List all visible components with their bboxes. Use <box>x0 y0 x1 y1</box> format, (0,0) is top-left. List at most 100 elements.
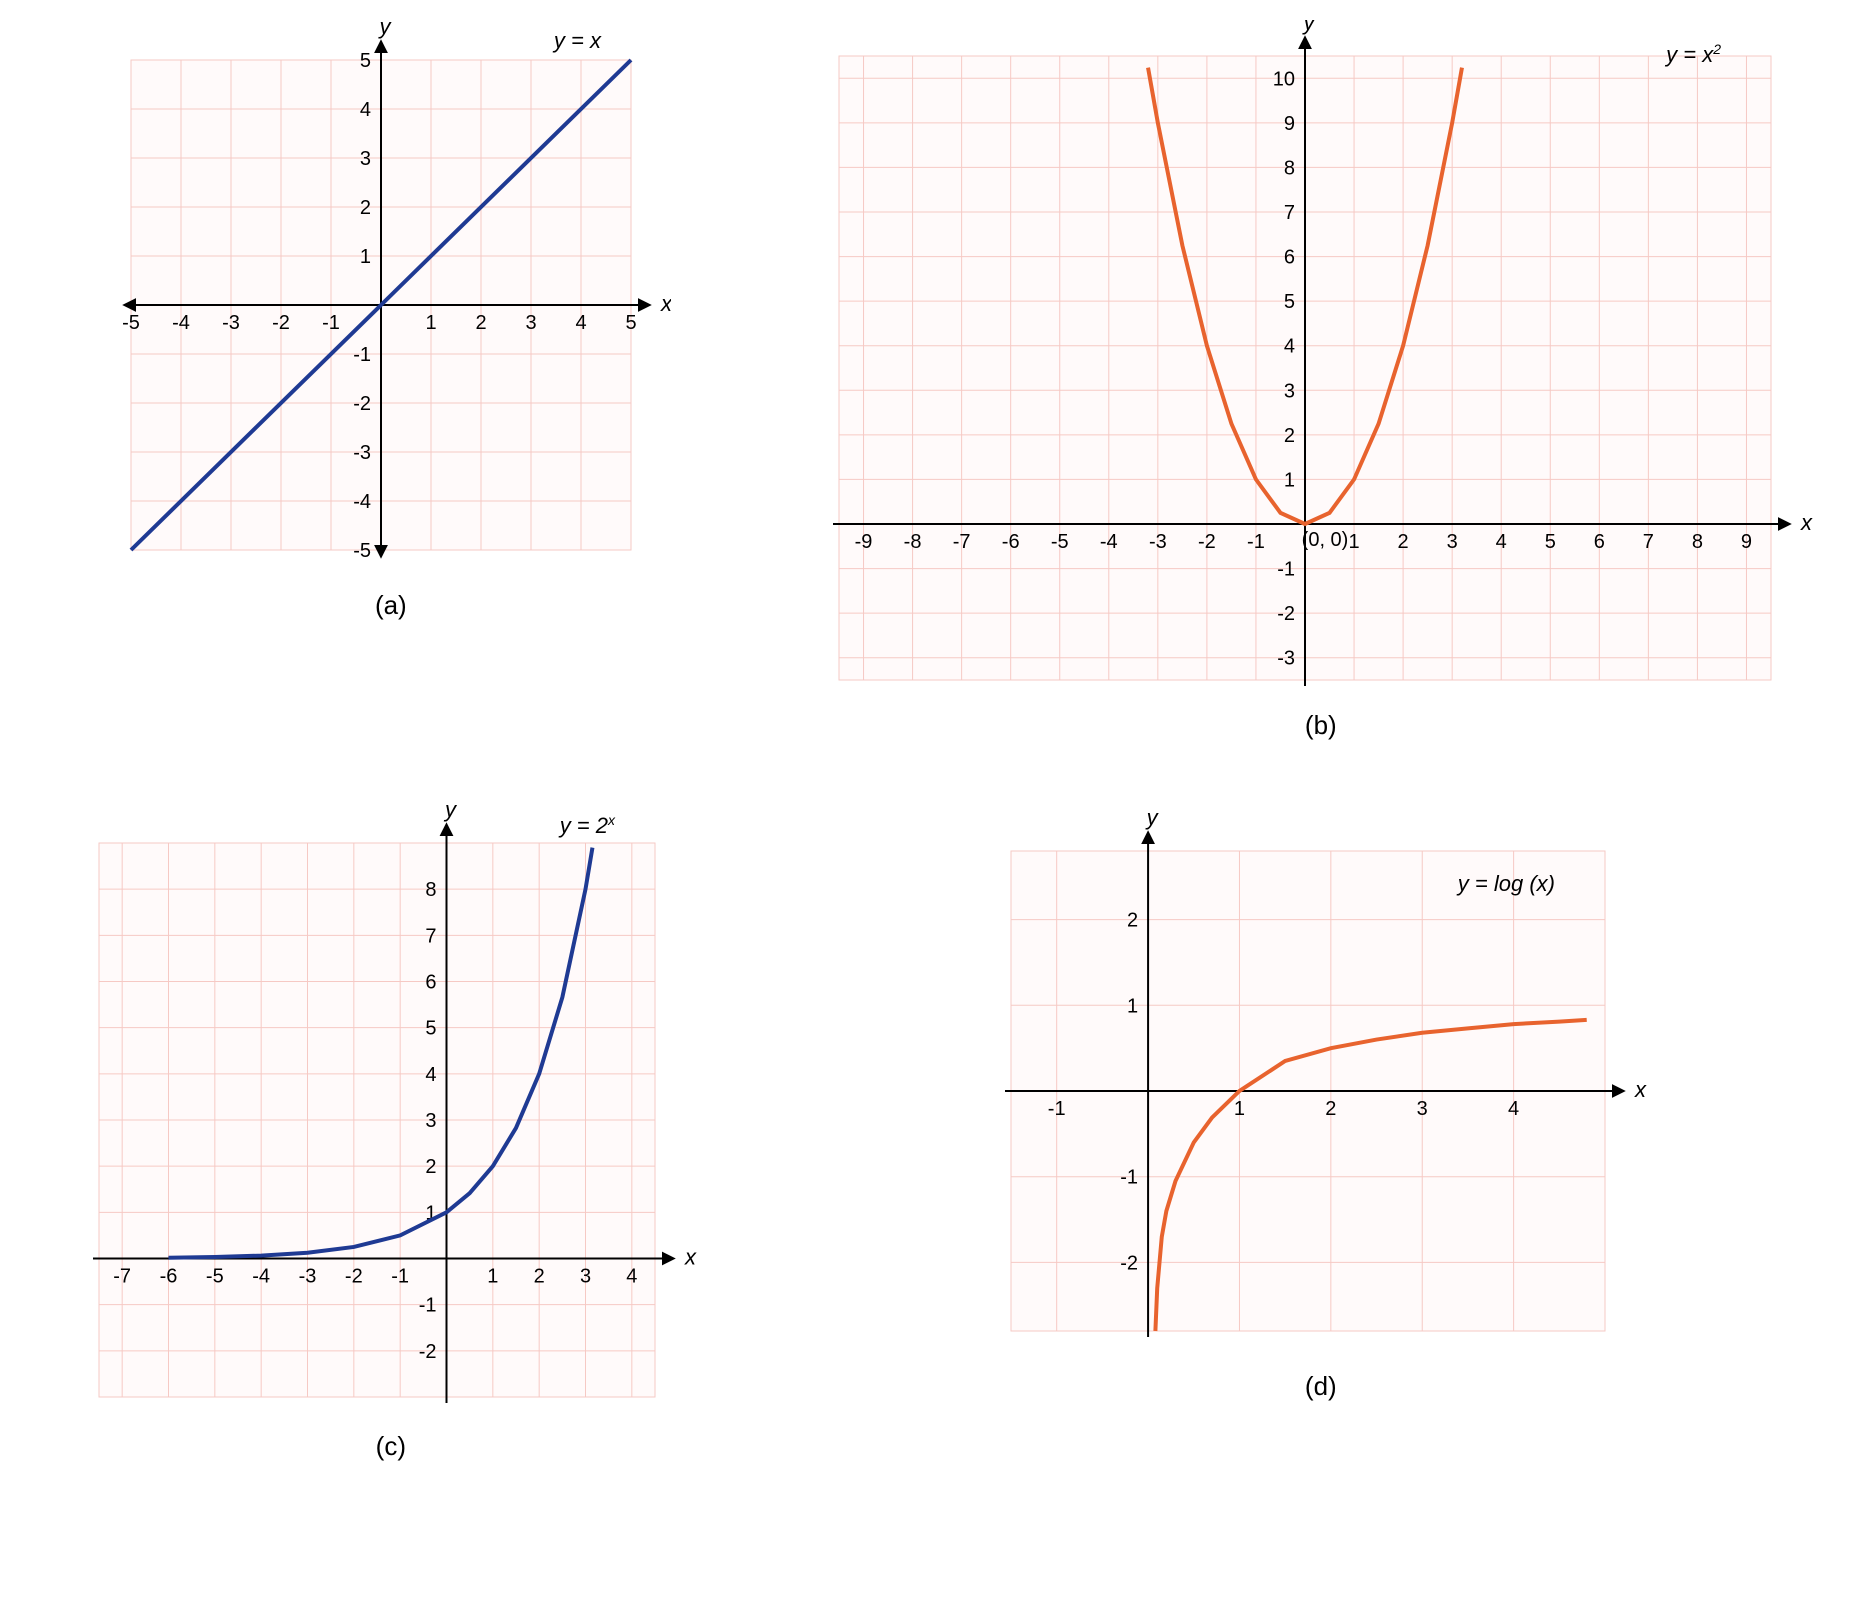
chart-b-cell: -9-8-7-6-5-4-3-2-1123456789-3-2-11234567… <box>802 20 1840 741</box>
caption-d: (d) <box>1305 1371 1337 1402</box>
svg-text:-6: -6 <box>1002 531 1020 553</box>
svg-text:7: 7 <box>1284 202 1295 224</box>
svg-text:x: x <box>1800 510 1813 535</box>
svg-text:9: 9 <box>1741 531 1752 553</box>
svg-text:1: 1 <box>1234 1098 1245 1120</box>
svg-text:4: 4 <box>1495 531 1506 553</box>
svg-text:-2: -2 <box>345 1266 363 1288</box>
svg-text:6: 6 <box>1594 531 1605 553</box>
svg-text:2: 2 <box>425 1156 436 1178</box>
svg-text:-1: -1 <box>391 1266 409 1288</box>
svg-text:y = x2: y = x2 <box>1664 41 1721 67</box>
svg-text:-3: -3 <box>353 442 371 464</box>
svg-text:5: 5 <box>425 1018 436 1040</box>
svg-text:4: 4 <box>1508 1098 1519 1120</box>
svg-text:2: 2 <box>475 312 486 334</box>
svg-text:y = 2x: y = 2x <box>558 812 616 838</box>
svg-text:4: 4 <box>1284 336 1295 358</box>
chart-c-cell: -7-6-5-4-3-2-11234-2-112345678xyy = 2x (… <box>20 801 762 1462</box>
svg-text:-2: -2 <box>272 312 290 334</box>
svg-text:-1: -1 <box>1048 1098 1066 1120</box>
svg-text:-4: -4 <box>252 1266 270 1288</box>
svg-text:3: 3 <box>580 1266 591 1288</box>
svg-text:3: 3 <box>425 1110 436 1132</box>
svg-text:5: 5 <box>360 50 371 72</box>
chart-d-cell: -11234-2-112xyy = log (x) (d) <box>802 801 1840 1462</box>
svg-text:-4: -4 <box>172 312 190 334</box>
svg-text:10: 10 <box>1273 68 1295 90</box>
svg-text:-2: -2 <box>1198 531 1216 553</box>
svg-text:x: x <box>660 291 671 316</box>
svg-text:-3: -3 <box>1149 531 1167 553</box>
svg-text:5: 5 <box>1545 531 1556 553</box>
svg-text:1: 1 <box>487 1266 498 1288</box>
svg-text:-1: -1 <box>1120 1167 1138 1189</box>
svg-text:-3: -3 <box>298 1266 316 1288</box>
svg-text:7: 7 <box>1643 531 1654 553</box>
svg-text:-5: -5 <box>122 312 140 334</box>
svg-text:-2: -2 <box>1277 603 1295 625</box>
svg-text:4: 4 <box>425 1064 436 1086</box>
svg-text:5: 5 <box>625 312 636 334</box>
svg-text:-1: -1 <box>419 1295 437 1317</box>
svg-text:-1: -1 <box>353 344 371 366</box>
chart-a-cell: -5-4-3-2-112345-5-4-3-2-112345xyy = x (a… <box>20 20 762 741</box>
svg-text:9: 9 <box>1284 113 1295 135</box>
svg-text:-9: -9 <box>854 531 872 553</box>
caption-b: (b) <box>1305 710 1337 741</box>
svg-text:1: 1 <box>425 312 436 334</box>
svg-text:3: 3 <box>1416 1098 1427 1120</box>
svg-text:3: 3 <box>1446 531 1457 553</box>
svg-text:3: 3 <box>360 148 371 170</box>
svg-text:2: 2 <box>533 1266 544 1288</box>
svg-text:5: 5 <box>1284 291 1295 313</box>
svg-text:y: y <box>1144 805 1159 830</box>
svg-text:-8: -8 <box>903 531 921 553</box>
svg-text:2: 2 <box>1325 1098 1336 1120</box>
svg-text:3: 3 <box>1284 380 1295 402</box>
svg-text:y: y <box>1301 20 1316 35</box>
svg-text:-4: -4 <box>1100 531 1118 553</box>
svg-text:y = log (x): y = log (x) <box>1456 871 1555 896</box>
svg-text:2: 2 <box>1397 531 1408 553</box>
svg-text:-3: -3 <box>222 312 240 334</box>
caption-a: (a) <box>375 590 407 621</box>
svg-text:-2: -2 <box>353 393 371 415</box>
svg-text:(0, 0): (0, 0) <box>1301 529 1348 551</box>
figure-grid: -5 -4 -3 -2 -1 1 2 3 4 5 -5 -4 -3 -2 -1 1 2 3 4 5 x y y = x (a… <box>20 20 1840 1462</box>
chart-c: -7-6-5-4-3-2-11234-2-112345678xyy = 2x <box>81 801 701 1421</box>
svg-text:8: 8 <box>1692 531 1703 553</box>
svg-text:1: 1 <box>360 246 371 268</box>
chart-a: -5-4-3-2-112345-5-4-3-2-112345xyy = x <box>111 20 671 580</box>
svg-text:x: x <box>684 1245 697 1270</box>
svg-text:-7: -7 <box>113 1266 131 1288</box>
svg-text:y = x: y = x <box>552 28 602 53</box>
svg-text:2: 2 <box>360 197 371 219</box>
svg-text:-4: -4 <box>353 491 371 513</box>
svg-text:-6: -6 <box>159 1266 177 1288</box>
svg-text:-1: -1 <box>1247 531 1265 553</box>
svg-text:3: 3 <box>525 312 536 334</box>
svg-text:4: 4 <box>360 99 371 121</box>
svg-text:6: 6 <box>425 972 436 994</box>
svg-text:-5: -5 <box>1051 531 1069 553</box>
svg-text:x: x <box>1634 1077 1647 1102</box>
chart-d: -11234-2-112xyy = log (x) <box>981 801 1661 1361</box>
svg-text:2: 2 <box>1284 425 1295 447</box>
svg-text:y: y <box>377 20 392 39</box>
svg-text:-7: -7 <box>953 531 971 553</box>
svg-text:-1: -1 <box>1277 559 1295 581</box>
svg-text:1: 1 <box>1348 531 1359 553</box>
svg-text:8: 8 <box>1284 157 1295 179</box>
svg-text:y: y <box>443 801 458 822</box>
svg-text:1: 1 <box>1127 995 1138 1017</box>
svg-text:4: 4 <box>575 312 586 334</box>
svg-text:8: 8 <box>425 879 436 901</box>
chart-b: -9-8-7-6-5-4-3-2-1123456789-3-2-11234567… <box>821 20 1821 700</box>
svg-text:-3: -3 <box>1277 648 1295 670</box>
caption-c: (c) <box>376 1431 406 1462</box>
svg-text:-2: -2 <box>1120 1252 1138 1274</box>
svg-text:-5: -5 <box>206 1266 224 1288</box>
svg-text:-5: -5 <box>353 540 371 562</box>
svg-text:7: 7 <box>425 925 436 947</box>
